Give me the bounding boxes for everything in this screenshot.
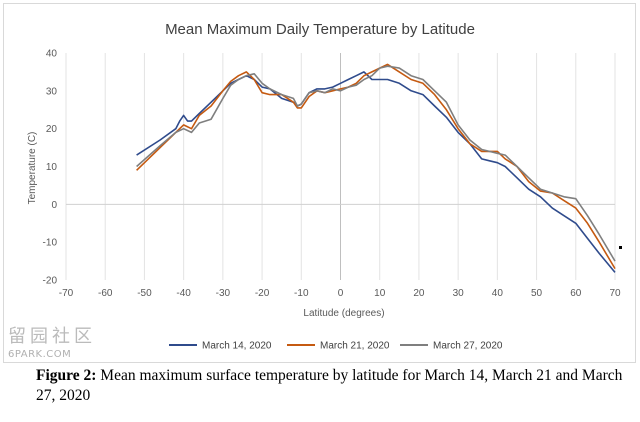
x-tick-label: -70 bbox=[59, 288, 74, 299]
legend-label: March 27, 2020 bbox=[433, 341, 503, 352]
chart-frame: -70 -60 -50 -40 -30 -20 -10 0 10 20 30 40 50 60 70 -20 -… bbox=[3, 3, 636, 363]
x-tick-label: 40 bbox=[492, 288, 504, 299]
y-axis-title: Temperature (C) bbox=[27, 132, 38, 205]
gridlines bbox=[65, 53, 616, 280]
caption-text: Mean maximum surface temperature by lati… bbox=[36, 367, 623, 404]
x-tick-label: -10 bbox=[294, 288, 309, 299]
legend: March 14, 2020 March 21, 2020 March 27, 20… bbox=[169, 341, 503, 352]
series-line-2 bbox=[136, 63, 616, 270]
x-tick-label: 70 bbox=[609, 288, 621, 299]
series-line-3 bbox=[136, 65, 616, 262]
y-tick-label: 10 bbox=[46, 162, 58, 173]
caption-label: Figure 2: bbox=[36, 367, 97, 384]
figure-caption: Figure 2: Mean maximum surface temperatu… bbox=[36, 366, 626, 406]
stray-dot bbox=[619, 246, 622, 249]
line-chart: -70 -60 -50 -40 -30 -20 -10 0 10 20 30 40 50 60 70 -20 -… bbox=[27, 21, 621, 352]
y-tick-label: 20 bbox=[46, 124, 58, 135]
chart-title: Mean Maximum Daily Temperature by Latitu… bbox=[165, 21, 475, 38]
tick-labels: -70 -60 -50 -40 -30 -20 -10 0 10 20 30 40 50 60 70 -20 -… bbox=[43, 49, 621, 300]
y-tick-label: -20 bbox=[43, 276, 58, 287]
x-tick-label: 10 bbox=[374, 288, 386, 299]
legend-label: March 21, 2020 bbox=[320, 341, 390, 352]
watermark-url: 6PARK.COM bbox=[8, 349, 72, 360]
x-tick-label: 50 bbox=[531, 288, 543, 299]
watermark-glyphs: 留园社区 bbox=[8, 326, 96, 347]
x-tick-label: -40 bbox=[176, 288, 191, 299]
x-tick-label: 60 bbox=[570, 288, 582, 299]
x-tick-label: -60 bbox=[98, 288, 113, 299]
x-tick-label: -20 bbox=[255, 288, 270, 299]
x-tick-label: 20 bbox=[413, 288, 425, 299]
y-tick-label: -10 bbox=[43, 238, 58, 249]
legend-label: March 14, 2020 bbox=[202, 341, 272, 352]
x-tick-label: -50 bbox=[137, 288, 152, 299]
y-tick-label: 40 bbox=[46, 49, 58, 60]
watermark: 留园社区 6PARK.COM bbox=[8, 322, 104, 362]
x-axis-title: Latitude (degrees) bbox=[303, 308, 384, 319]
series-line-1 bbox=[136, 71, 616, 273]
x-tick-label: 0 bbox=[338, 288, 344, 299]
y-tick-label: 30 bbox=[46, 86, 58, 97]
y-tick-label: 0 bbox=[51, 200, 57, 211]
series-lines bbox=[136, 63, 616, 273]
x-tick-label: -30 bbox=[216, 288, 231, 299]
x-tick-label: 30 bbox=[453, 288, 465, 299]
